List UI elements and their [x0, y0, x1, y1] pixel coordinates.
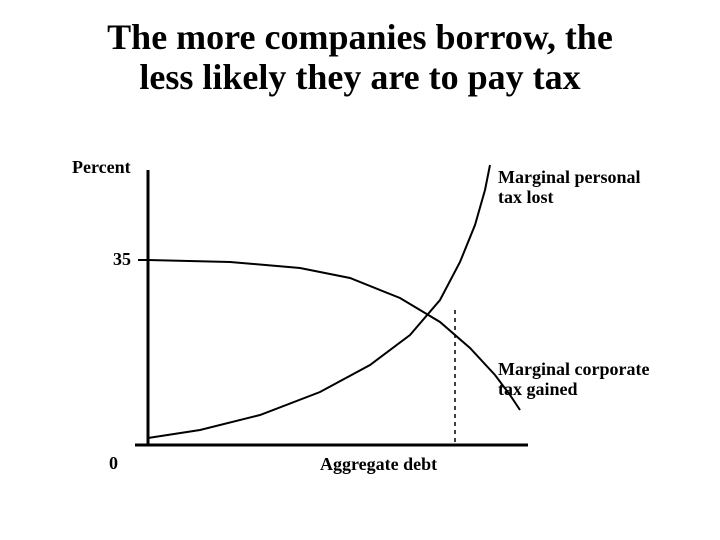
curve-marginal-personal-tax-lost	[148, 165, 490, 438]
y-axis-label: Percent	[72, 158, 131, 178]
y-tick-label-35: 35	[113, 250, 131, 270]
label-marginal-personal-tax-lost: Marginal personal tax lost	[498, 168, 641, 208]
slide: The more companies borrow, the less like…	[0, 0, 720, 540]
x-axis-label: Aggregate debt	[320, 455, 437, 475]
x-origin-label: 0	[109, 454, 118, 474]
curve-marginal-corporate-tax-gained	[148, 260, 520, 410]
label-marginal-corporate-tax-gained: Marginal corporate tax gained	[498, 360, 649, 400]
